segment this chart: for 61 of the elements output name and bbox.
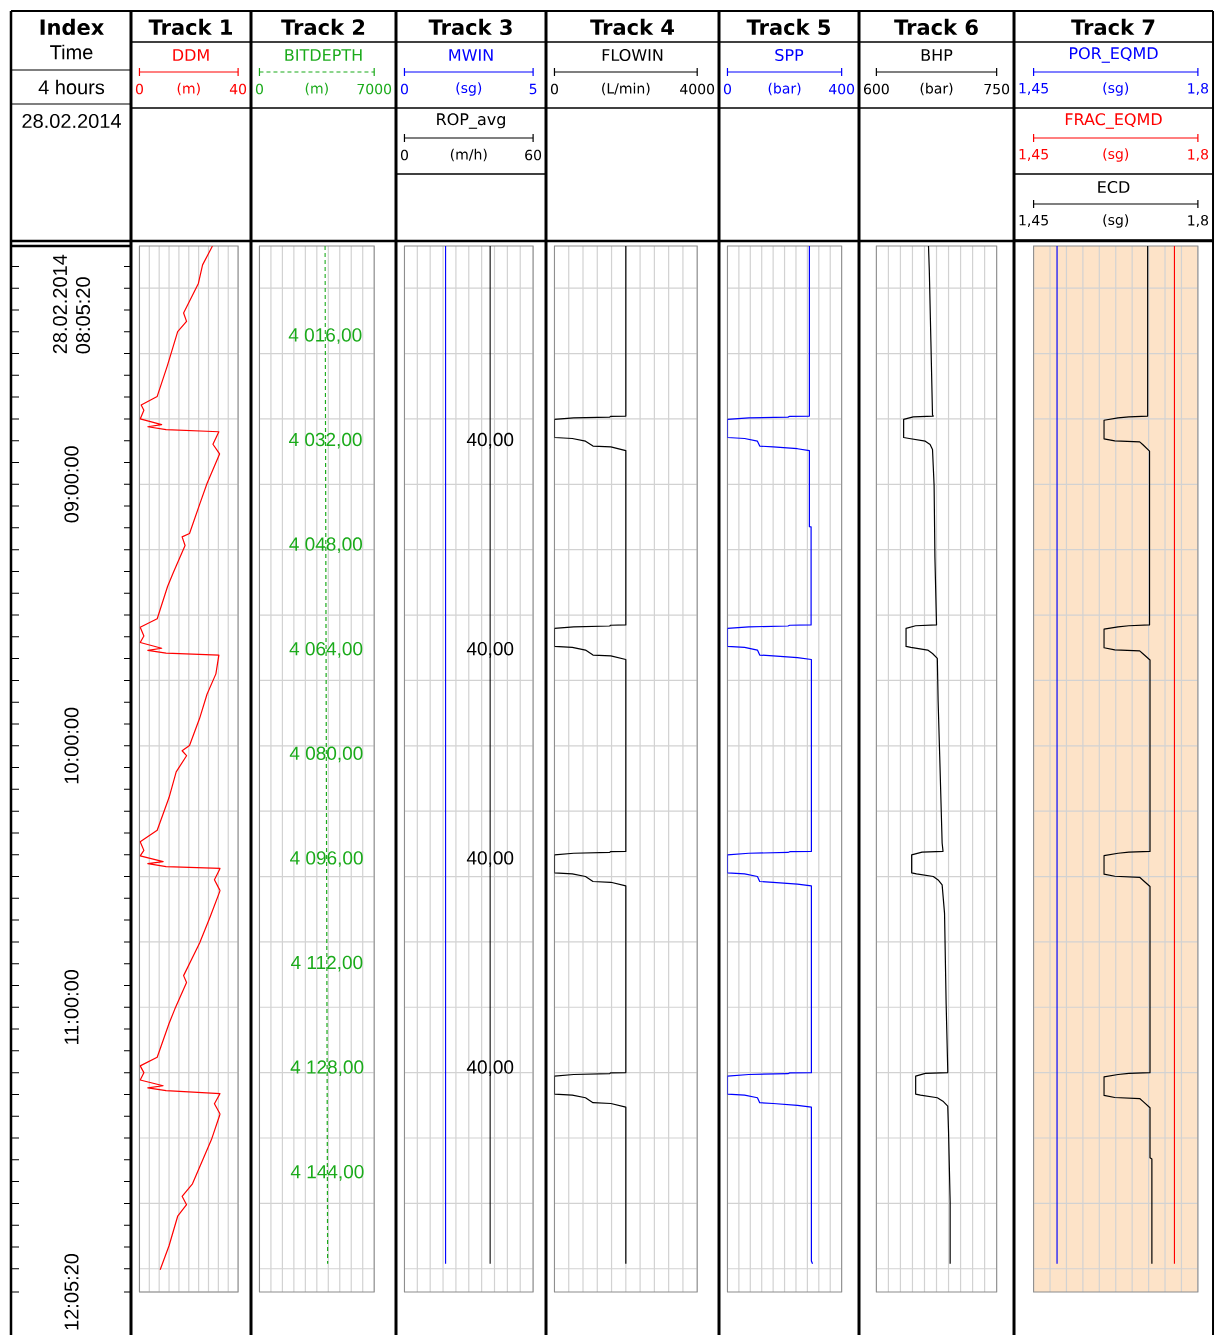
x2-tick-label: 60 xyxy=(525,149,542,161)
text: Index xyxy=(40,18,104,36)
chart-title: Track 6 xyxy=(894,18,978,36)
text: 28.02.2014 xyxy=(22,113,121,129)
text: 4 hours xyxy=(38,79,105,95)
x-tick-label: 750 xyxy=(984,83,1010,95)
y-tick-label: 10:00:00 xyxy=(64,707,79,784)
x2-tick-label: 1,8 xyxy=(1188,149,1209,162)
data-label: 4 032,00 xyxy=(289,432,362,449)
x-tick-label: 0 xyxy=(723,83,731,95)
data-label: 4 048,00 xyxy=(289,537,363,554)
chart-title: Track 3 xyxy=(428,18,512,36)
text: FRAC_EQMD xyxy=(1065,113,1162,129)
text: BHP xyxy=(921,49,953,61)
text: MWIN xyxy=(449,49,493,61)
x-axis-title: (bar) xyxy=(768,82,801,96)
x-axis-title: (bar) xyxy=(920,82,953,96)
data-label: 4 064,00 xyxy=(289,641,363,658)
x-tick-label: 0 xyxy=(135,83,143,95)
data-label: 4 128,00 xyxy=(290,1060,364,1077)
text: Time xyxy=(50,44,93,60)
x2-tick-label: 0 xyxy=(400,149,408,161)
chart-title: Track 2 xyxy=(281,18,365,36)
chart-title: Track 4 xyxy=(590,18,674,36)
x-axis-title: (m) xyxy=(177,82,200,96)
text: FLOWIN xyxy=(602,48,663,62)
y-tick-label: 11:00:00 xyxy=(64,969,79,1044)
text: BITDEPTH xyxy=(285,49,362,61)
x2-axis-title: (sg) xyxy=(1103,148,1129,162)
data-label: 4 080,00 xyxy=(289,746,363,763)
text: POR_EQMD xyxy=(1069,47,1158,63)
data-label: 4 016,00 xyxy=(288,328,362,344)
text: SPP xyxy=(775,48,804,62)
x-axis-title: (sg) xyxy=(456,82,482,96)
text: (sg) xyxy=(1103,82,1129,96)
data-label: 4 096,00 xyxy=(290,851,363,867)
x-tick-label: 40 xyxy=(229,83,247,95)
text: DDM xyxy=(173,49,209,61)
chart-title: Track 5 xyxy=(746,18,830,36)
text: ECD xyxy=(1098,180,1130,194)
y-tick-label: 12:05:20 xyxy=(64,1253,79,1330)
x-tick-label: 4000 xyxy=(680,83,715,95)
text: 28.02.2014 08:05:20 xyxy=(52,254,91,354)
x-tick-label: 0 xyxy=(400,83,408,95)
chart-title: Track 7 xyxy=(1071,18,1155,36)
text: ROP_avg xyxy=(437,113,505,129)
x-tick-label: 0 xyxy=(255,83,263,95)
y-tick-label: 09:00:00 xyxy=(64,446,79,523)
x-tick-label: 7000 xyxy=(357,83,392,95)
x-tick-label: 600 xyxy=(863,83,889,95)
x-axis-title: (L/min) xyxy=(602,82,650,96)
x-tick-label: 5 xyxy=(529,83,537,95)
x-tick-label: 0 xyxy=(550,83,558,95)
x-axis-title: (m) xyxy=(305,82,328,96)
chart-title: Track 1 xyxy=(148,18,232,36)
x-axis-title: (sg) xyxy=(1103,214,1129,228)
data-label: 4 144,00 xyxy=(290,1164,364,1181)
x-tick-label: 400 xyxy=(828,83,855,95)
x2-axis-title: (m/h) xyxy=(450,148,487,162)
x2-tick-label: 1,45 xyxy=(1019,149,1048,161)
data-label: 4 112,00 xyxy=(291,955,363,972)
